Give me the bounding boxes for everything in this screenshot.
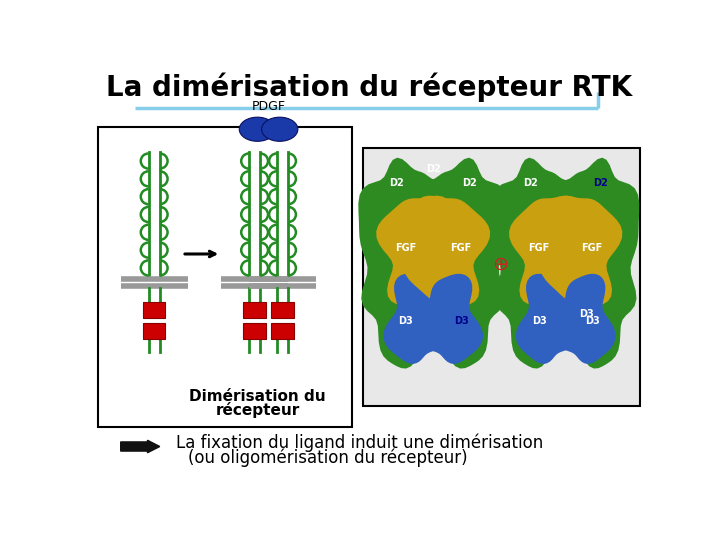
Text: D2: D2 <box>426 164 441 174</box>
Text: D2: D2 <box>462 178 477 188</box>
Text: La fixation du ligand induit une dimérisation: La fixation du ligand induit une diméris… <box>176 434 544 453</box>
Bar <box>364 148 639 406</box>
Text: FGF: FGF <box>451 243 472 253</box>
Bar <box>271 322 294 339</box>
Text: ⊕: ⊕ <box>492 255 508 274</box>
Ellipse shape <box>239 117 276 141</box>
Polygon shape <box>549 274 616 364</box>
Text: FGF: FGF <box>395 243 416 253</box>
Polygon shape <box>509 195 591 305</box>
Bar <box>143 302 166 319</box>
Text: (ou oligomérisation du récepteur): (ou oligomérisation du récepteur) <box>188 449 467 467</box>
Bar <box>243 302 266 319</box>
Text: D2: D2 <box>523 178 538 188</box>
Polygon shape <box>413 274 483 364</box>
Text: D2: D2 <box>593 178 608 188</box>
Polygon shape <box>530 158 639 369</box>
Bar <box>243 322 266 339</box>
Bar <box>143 322 166 339</box>
Polygon shape <box>383 274 454 364</box>
Text: D3: D3 <box>580 309 594 319</box>
Polygon shape <box>404 195 490 305</box>
FancyArrow shape <box>121 440 160 453</box>
Text: FGF: FGF <box>582 243 603 253</box>
Text: PDGF: PDGF <box>251 99 286 113</box>
Polygon shape <box>377 195 462 305</box>
Text: D3: D3 <box>532 315 546 326</box>
Polygon shape <box>492 158 601 369</box>
Text: FGF: FGF <box>528 243 550 253</box>
Text: D3: D3 <box>454 315 469 326</box>
Polygon shape <box>359 158 473 369</box>
Ellipse shape <box>261 117 298 141</box>
Polygon shape <box>541 195 622 305</box>
Polygon shape <box>393 158 508 369</box>
Text: La dimérisation du récepteur RTK: La dimérisation du récepteur RTK <box>106 73 632 103</box>
Text: Dimérisation du: Dimérisation du <box>189 389 325 404</box>
Bar <box>271 302 294 319</box>
Text: D3: D3 <box>398 315 413 326</box>
Text: D3: D3 <box>585 315 600 326</box>
Bar <box>99 127 352 427</box>
Text: récepteur: récepteur <box>215 402 300 418</box>
Polygon shape <box>516 274 582 364</box>
Text: D2: D2 <box>390 178 404 188</box>
